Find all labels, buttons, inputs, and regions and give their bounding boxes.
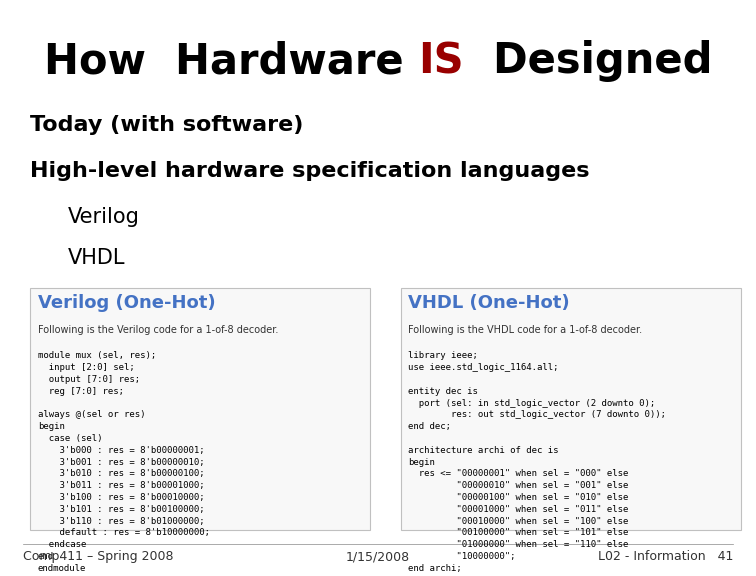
Text: Verilog (One-Hot): Verilog (One-Hot): [38, 294, 215, 312]
Text: High-level hardware specification languages: High-level hardware specification langua…: [30, 161, 590, 181]
Text: Following is the Verilog code for a 1-of-8 decoder.: Following is the Verilog code for a 1-of…: [38, 325, 278, 335]
Text: IS: IS: [418, 40, 463, 82]
Text: module mux (sel, res);
  input [2:0] sel;
  output [7:0] res;
  reg [7:0] res;

: module mux (sel, res); input [2:0] sel; …: [38, 351, 210, 573]
Text: Today (with software): Today (with software): [30, 115, 304, 135]
Text: How  Hardware: How Hardware: [44, 40, 418, 82]
FancyBboxPatch shape: [30, 288, 370, 530]
Text: Designed: Designed: [463, 40, 712, 82]
Text: Verilog: Verilog: [68, 207, 140, 228]
Text: VHDL (One-Hot): VHDL (One-Hot): [408, 294, 570, 312]
Text: VHDL: VHDL: [68, 248, 125, 268]
FancyBboxPatch shape: [401, 288, 741, 530]
Text: L02 - Information   41: L02 - Information 41: [598, 550, 733, 563]
Text: library ieee;
use ieee.std_logic_1164.all;

entity dec is
  port (sel: in std_lo: library ieee; use ieee.std_logic_1164.al…: [408, 351, 666, 573]
Text: Following is the VHDL code for a 1-of-8 decoder.: Following is the VHDL code for a 1-of-8 …: [408, 325, 643, 335]
Text: 1/15/2008: 1/15/2008: [346, 550, 410, 563]
Text: Comp411 – Spring 2008: Comp411 – Spring 2008: [23, 550, 173, 563]
